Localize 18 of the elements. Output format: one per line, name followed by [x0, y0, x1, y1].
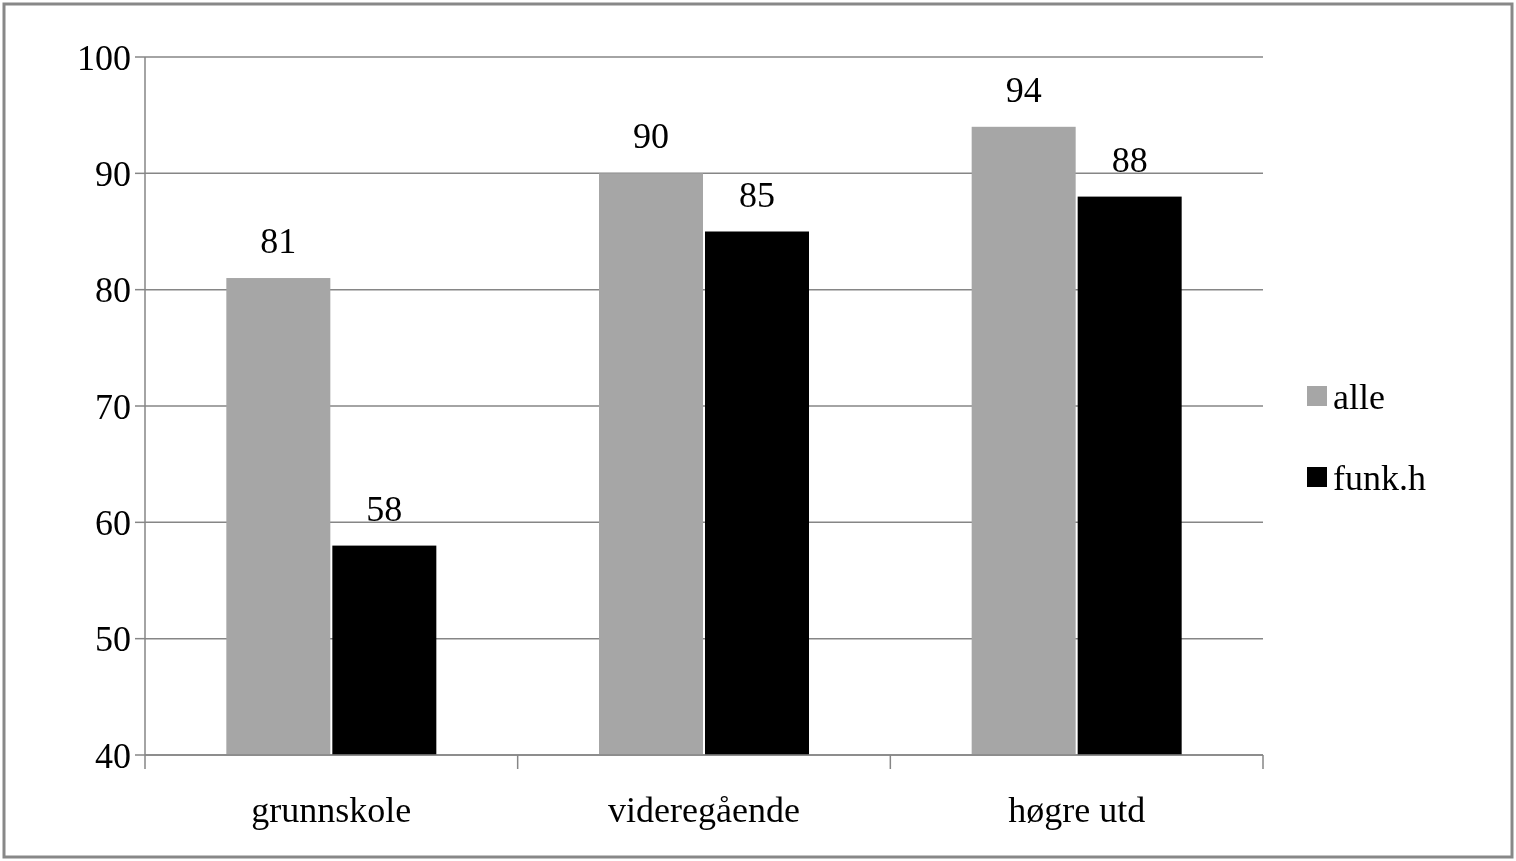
y-tick-label: 60: [95, 502, 131, 543]
y-tick-label: 80: [95, 270, 131, 311]
data-label: 90: [633, 116, 669, 157]
data-label: 88: [1111, 139, 1148, 180]
x-tick-label: grunnskole: [251, 790, 412, 830]
data-label: 85: [739, 174, 775, 215]
y-tick-label: 50: [95, 619, 131, 660]
y-tick-label: 90: [95, 153, 131, 194]
x-tick-label: høgre utd: [1008, 790, 1146, 830]
legend-label: alle: [1333, 376, 1385, 417]
data-label: 94: [1005, 69, 1042, 110]
x-tick-label: videregående: [608, 790, 800, 830]
data-label: 58: [366, 488, 403, 529]
legend-label: funk.h: [1333, 457, 1426, 498]
data-label: 81: [260, 221, 297, 262]
y-tick-label: 40: [95, 735, 131, 776]
y-tick-label: 70: [95, 386, 131, 427]
y-tick-label: 100: [77, 37, 131, 78]
